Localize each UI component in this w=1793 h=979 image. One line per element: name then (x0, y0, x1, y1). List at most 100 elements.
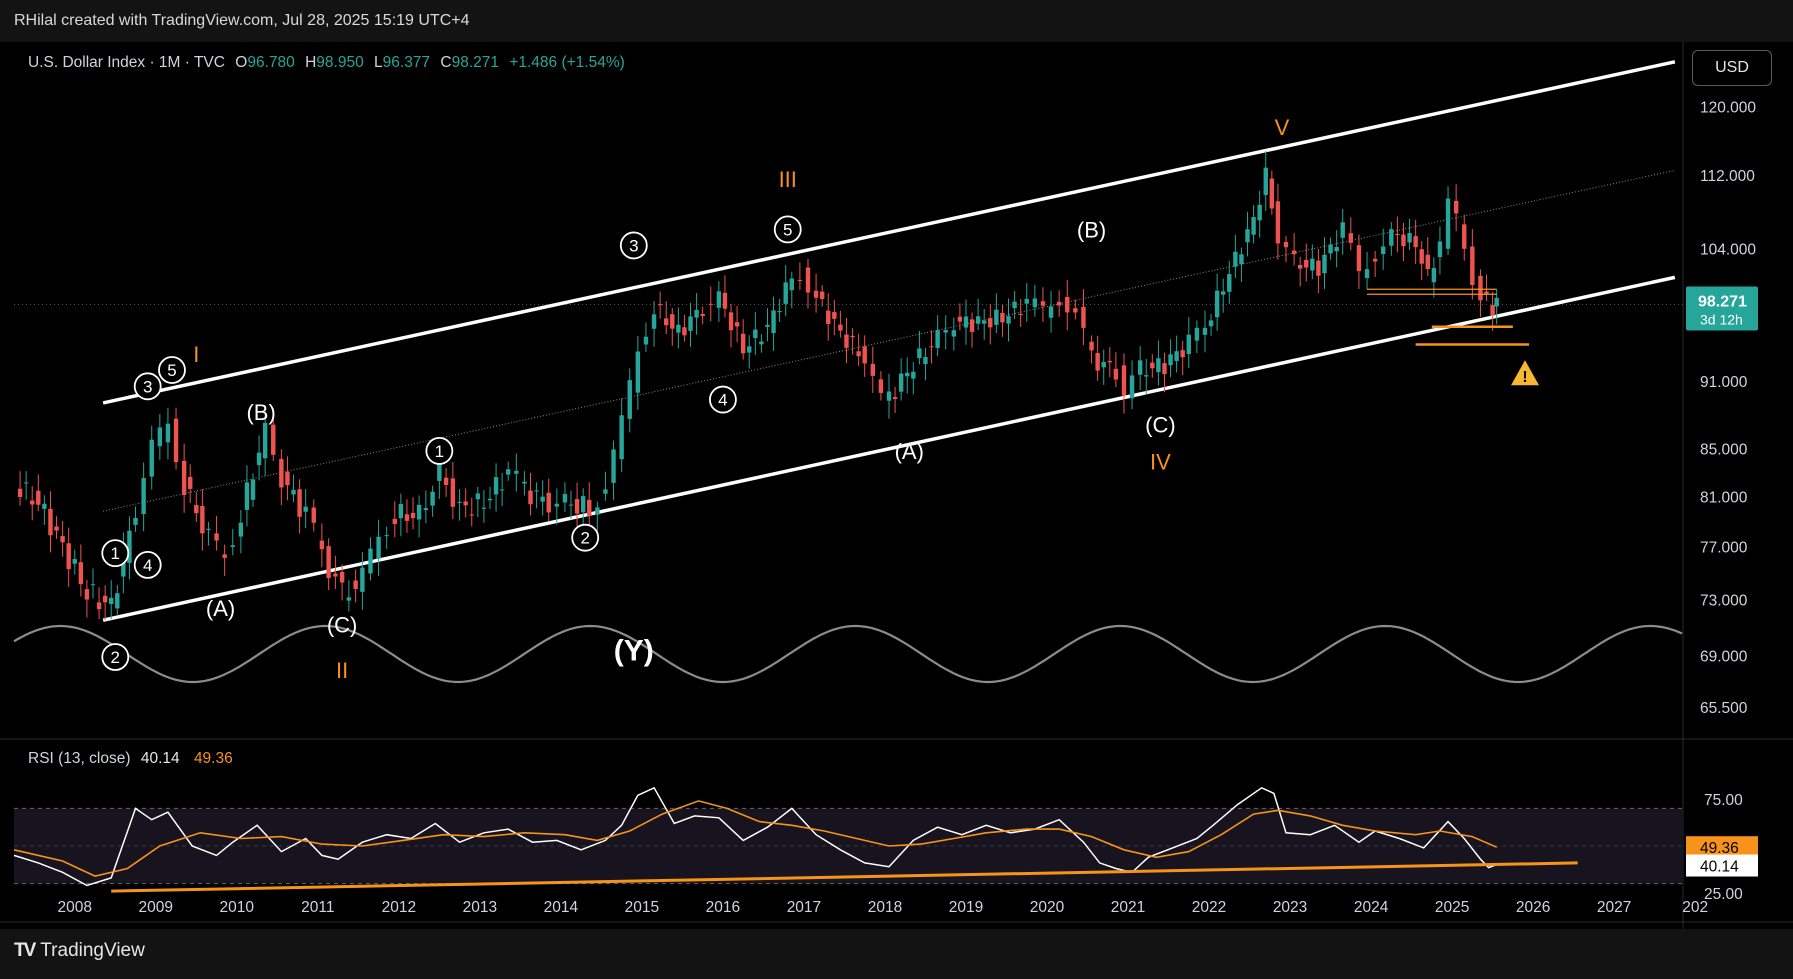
candle-body (1445, 198, 1451, 249)
year-tick-label: 202 (1682, 899, 1708, 916)
candle-body (1202, 327, 1208, 335)
candle-body (181, 460, 187, 495)
chart-panel[interactable]: 120.000 112.000 104.000 91.000 85.000 81.000 7… (0, 42, 1793, 929)
year-tick-label: 2024 (1354, 899, 1389, 916)
candle-body (256, 452, 262, 466)
chart-canvas[interactable]: 120.000 112.000 104.000 91.000 85.000 81.000 7… (0, 42, 1793, 929)
price-tick-label: 73.000 (1700, 593, 1748, 610)
rsi-ma-value: 49.36 (193, 750, 233, 767)
year-tick-label: 2016 (706, 899, 740, 916)
year-tick-label: 2022 (1192, 899, 1226, 916)
candle-body (1239, 254, 1244, 265)
candle-body (657, 304, 663, 306)
candle-body (1453, 200, 1459, 214)
candle-body (708, 303, 713, 305)
rsi-title: RSI (13, close) (28, 750, 131, 767)
candle-body (540, 496, 545, 502)
wave-label: (A) (895, 439, 924, 464)
candle-body (165, 423, 171, 443)
wave-count-label: 5 (783, 220, 792, 239)
candle-body (771, 310, 776, 334)
candle-body (1297, 264, 1303, 269)
candle-body (688, 316, 693, 331)
wave-count-circle (101, 539, 130, 568)
candle-body (935, 330, 940, 348)
candle-body (1490, 305, 1495, 316)
candle-body (1263, 167, 1268, 195)
candle-body (765, 324, 770, 327)
candle-body (546, 492, 551, 513)
candle-body (463, 501, 468, 506)
candle-body (457, 501, 462, 503)
candle-body (188, 477, 193, 489)
candle-body (635, 351, 641, 393)
tradingview-logo[interactable]: TV TradingView (14, 940, 145, 962)
candle-body (72, 559, 77, 564)
year-tick-label: 2008 (58, 899, 92, 916)
candle-body (194, 505, 199, 514)
rsi-value: 40.14 (140, 750, 180, 767)
candle-body (1283, 241, 1289, 248)
wave-label: (B) (1077, 217, 1106, 242)
wave-count-circle (709, 385, 737, 414)
candle-body (1304, 259, 1309, 268)
candle-body (917, 348, 922, 359)
wave-label: (B) (246, 400, 275, 425)
candle-body (1121, 365, 1127, 396)
price-tick-label: 77.000 (1700, 540, 1748, 557)
brand-name: TradingView (40, 940, 145, 961)
candle-body (173, 418, 179, 463)
candle-body (670, 314, 675, 329)
candle-body (753, 329, 758, 338)
wave-count-label: 1 (111, 544, 120, 563)
candle-body (326, 546, 331, 579)
year-tick-label: 2020 (1030, 899, 1065, 916)
candle-body (1032, 298, 1038, 308)
candle-body (747, 346, 752, 353)
candle-body (1214, 290, 1220, 318)
candle-body (1395, 233, 1400, 235)
candle-body (469, 514, 474, 516)
candle-body (404, 514, 410, 521)
candle-body (789, 278, 794, 291)
year-tick-label: 2023 (1273, 899, 1307, 916)
wave-count-label: 2 (580, 529, 589, 548)
year-tick-label: 2013 (463, 899, 497, 916)
currency-button[interactable]: USD (1692, 50, 1772, 86)
candle-body (1048, 306, 1054, 318)
candle-body (722, 292, 728, 309)
candle-body (54, 526, 59, 531)
candle-body (1227, 274, 1232, 292)
candle-body (929, 346, 934, 348)
candle-body (475, 493, 481, 500)
price-tick-label: 65.500 (1700, 700, 1748, 717)
candle-body (109, 597, 114, 605)
candle-body (423, 508, 429, 511)
candle-body (1150, 362, 1155, 369)
candle-body (568, 504, 574, 506)
rsi-tick-label: 75.00 (1704, 792, 1743, 809)
channel-upper-line (102, 60, 1676, 405)
rsi-badge-value: 40.14 (1700, 859, 1739, 876)
candle-body (1425, 254, 1430, 270)
candle-body (643, 336, 649, 345)
candle-body (487, 498, 493, 501)
candle-body (982, 320, 987, 324)
close-value: 98.271 (451, 54, 499, 71)
price-tick-label: 85.000 (1700, 442, 1748, 459)
year-tick-label: 2015 (625, 899, 659, 916)
candle-body (1208, 320, 1214, 327)
warning-triangle-icon: ! (1511, 360, 1540, 386)
candle-body (66, 543, 71, 570)
candle-body (1113, 368, 1119, 380)
candle-body (819, 291, 825, 299)
candle-body (783, 282, 788, 304)
wave-count-label: 3 (629, 236, 638, 255)
candle-body (1006, 316, 1011, 324)
candle-body (1162, 363, 1167, 375)
candle-body (157, 427, 163, 447)
candle-body (506, 469, 511, 475)
year-tick-label: 2010 (220, 899, 255, 916)
year-tick-label: 2009 (139, 899, 173, 916)
wave-count-label: 4 (143, 556, 152, 575)
